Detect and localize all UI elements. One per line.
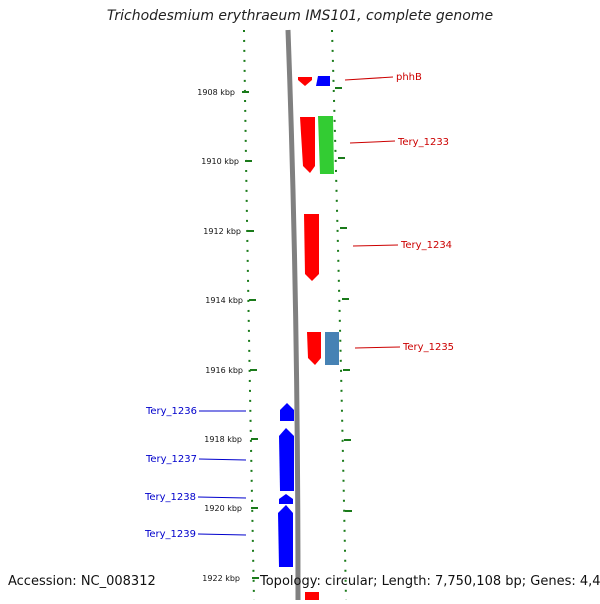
gene-label-tery-1236[interactable]: Tery_1236	[145, 406, 197, 417]
tick-label: 1914 kbp	[205, 296, 243, 305]
gene-label-tery-1238[interactable]: Tery_1238	[144, 492, 196, 503]
genome-title: Trichodesmium erythraeum IMS101, complet…	[106, 8, 494, 24]
tick-label: 1916 kbp	[205, 366, 243, 375]
gene-tery-1233-arrow[interactable]	[300, 117, 315, 173]
gene-tery-1237-arrow[interactable]	[279, 428, 294, 491]
gene-tery-1235-arrow[interactable]	[307, 332, 321, 365]
scale-labels: 1908 kbp 1910 kbp 1912 kbp 1914 kbp 1916…	[197, 88, 243, 583]
leader-line-phhB	[344, 76, 394, 81]
tick-label: 1912 kbp	[203, 227, 241, 236]
leader-line-tery-1235	[354, 346, 401, 349]
gene-tery-1235-partner-arrow[interactable]	[325, 332, 339, 365]
leader-line-tery-1234	[352, 244, 399, 247]
gene-tery-1233-partner-arrow[interactable]	[318, 116, 334, 174]
tick-label: 1910 kbp	[201, 157, 239, 166]
gene-bottom-red-arrow[interactable]	[305, 592, 319, 600]
gene-label-phhB[interactable]: phhB	[396, 72, 422, 83]
label-leaders	[197, 76, 401, 536]
gene-phhB-partner-arrow[interactable]	[316, 76, 330, 86]
leader-line-tery-1237	[198, 458, 247, 461]
tick-label: 1922 kbp	[202, 574, 240, 583]
leader-line-tery-1233	[349, 140, 396, 144]
tick-label: 1918 kbp	[204, 435, 242, 444]
left-dotted-track	[243, 29, 255, 601]
accession-text: Accession: NC_008312	[8, 574, 156, 589]
gene-tery-1239-arrow[interactable]	[278, 505, 293, 567]
tick-label: 1908 kbp	[197, 88, 235, 97]
gene-labels: phhB Tery_1233 Tery_1234 Tery_1235 Tery_…	[144, 72, 454, 540]
gene-label-tery-1235[interactable]: Tery_1235	[402, 342, 454, 353]
gene-label-tery-1233[interactable]: Tery_1233	[397, 137, 449, 148]
leader-line-tery-1239	[197, 533, 247, 536]
gene-tery-1234-arrow[interactable]	[304, 214, 319, 281]
leader-line-tery-1238	[197, 496, 247, 499]
gene-phhB-arrow[interactable]	[298, 77, 312, 86]
gene-tery-1238-arrow[interactable]	[279, 494, 293, 504]
gene-label-tery-1237[interactable]: Tery_1237	[145, 454, 197, 465]
gene-label-tery-1234[interactable]: Tery_1234	[400, 240, 452, 251]
genome-backbone	[285, 29, 301, 601]
reverse-genes	[278, 403, 294, 567]
right-dotted-track	[331, 29, 347, 601]
gene-label-tery-1239[interactable]: Tery_1239	[144, 529, 196, 540]
tick-label: 1920 kbp	[204, 504, 242, 513]
genome-summary-text: Topology: circular; Length: 7,750,108 bp…	[260, 574, 600, 589]
forward-genes	[298, 76, 339, 600]
scale-ticks	[242, 87, 352, 579]
gene-tery-1236-arrow[interactable]	[280, 403, 294, 421]
